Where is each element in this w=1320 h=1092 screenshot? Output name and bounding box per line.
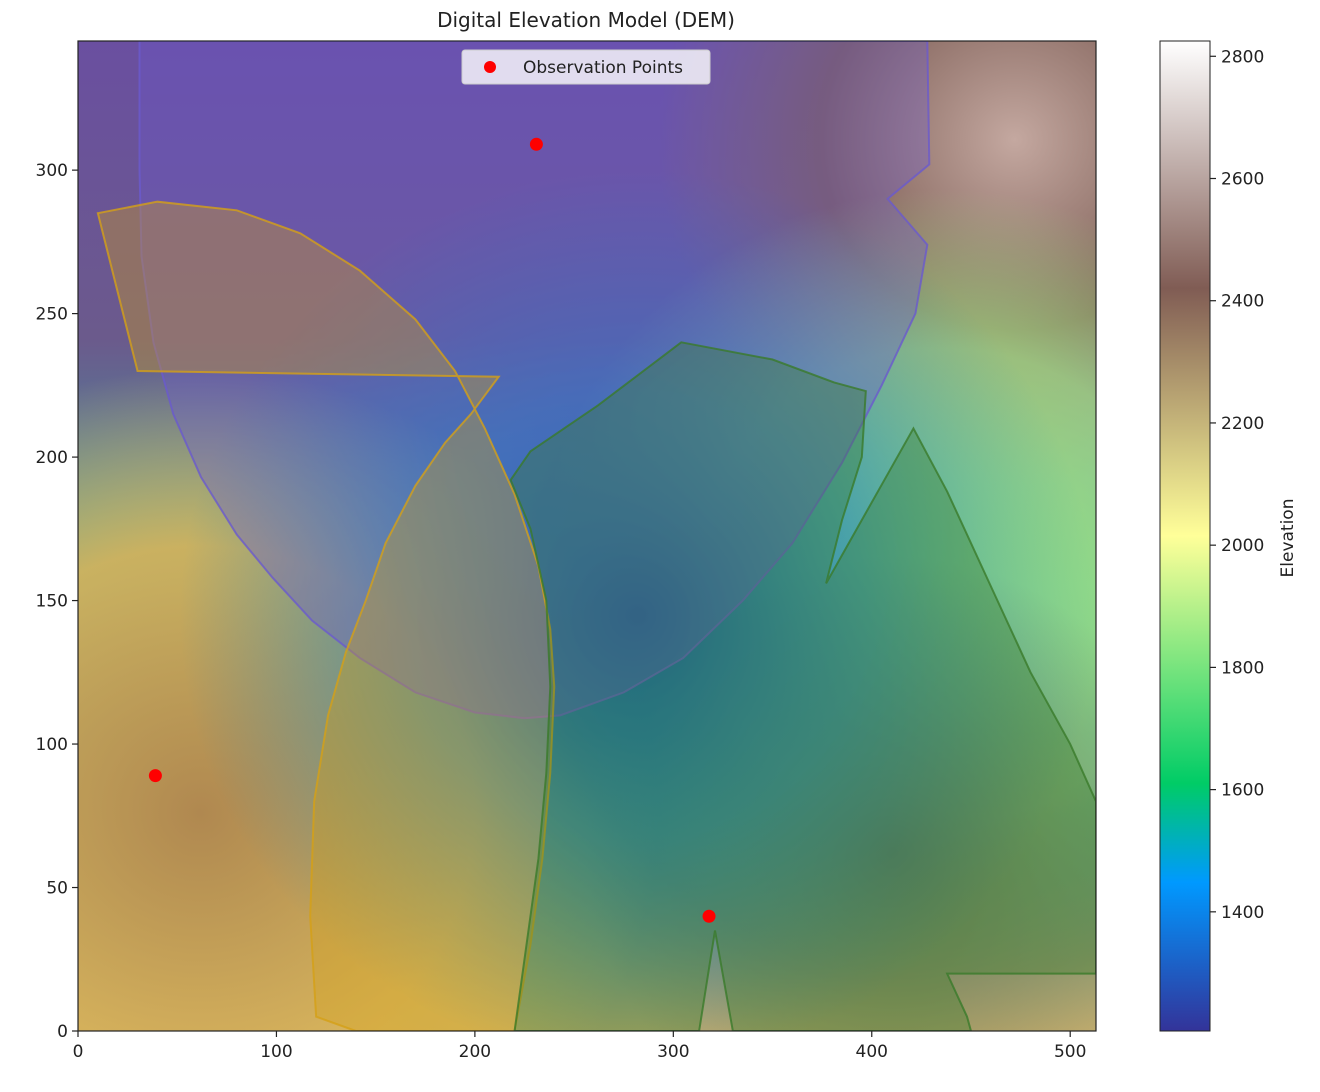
x-tick-label: 300 (657, 1042, 689, 1062)
chart-title: Digital Elevation Model (DEM) (437, 8, 735, 32)
legend: Observation Points (461, 49, 711, 85)
y-tick-label: 300 (36, 161, 68, 181)
observation-points-layer (148, 137, 716, 923)
colorbar-tick-label: 1400 (1221, 903, 1264, 923)
y-tick-label: 0 (57, 1022, 68, 1042)
plot-area (78, 41, 1096, 1031)
viewshed-1 (96, 200, 556, 1031)
colorbar-tick-label: 2200 (1221, 414, 1264, 434)
y-tick-label: 200 (36, 448, 68, 468)
observation-point-0 (529, 137, 543, 151)
colorbar-tick-label: 2800 (1221, 47, 1264, 67)
colorbar-label: Elevation (1278, 499, 1298, 578)
observation-point-2 (702, 909, 716, 923)
colorbar-tick-label: 1600 (1221, 781, 1264, 801)
y-tick-label: 150 (36, 592, 68, 612)
viewshed-0 (138, 41, 931, 720)
legend-marker (484, 61, 496, 73)
y-tick-label: 100 (36, 735, 68, 755)
y-tick-label: 250 (36, 305, 68, 325)
dem-valley-layer (78, 41, 1096, 1031)
x-tick-label: 100 (260, 1042, 292, 1062)
x-tick-label: 200 (459, 1042, 491, 1062)
x-axis: 0 100 200 300 400 500 (73, 1031, 1086, 1062)
plot-frame (77, 40, 1097, 1032)
colorbar-tick-label: 2600 (1221, 170, 1264, 190)
colorbar-tick-label: 2000 (1221, 536, 1264, 556)
x-tick-label: 0 (73, 1042, 84, 1062)
colorbar-tick-label: 2400 (1221, 292, 1264, 312)
y-tick-label: 50 (46, 879, 68, 899)
colorbar-tick-label: 1800 (1221, 658, 1264, 678)
viewshed-2 (509, 341, 1096, 1031)
y-axis: 0 50 100 150 200 250 300 (36, 161, 78, 1042)
legend-label: Observation Points (523, 58, 683, 78)
viewshed-layer (96, 41, 1096, 1031)
observation-point-1 (148, 769, 162, 783)
x-tick-label: 400 (856, 1042, 888, 1062)
colorbar-bar (1159, 40, 1211, 1032)
x-tick-label: 500 (1054, 1042, 1086, 1062)
colorbar-ticks: 1400 1600 1800 2000 2200 2400 2600 2800 (1210, 47, 1264, 923)
colorbar: 1400 1600 1800 2000 2200 2400 2600 2800 Elevati… (1159, 40, 1298, 1032)
legend-box (461, 49, 711, 85)
